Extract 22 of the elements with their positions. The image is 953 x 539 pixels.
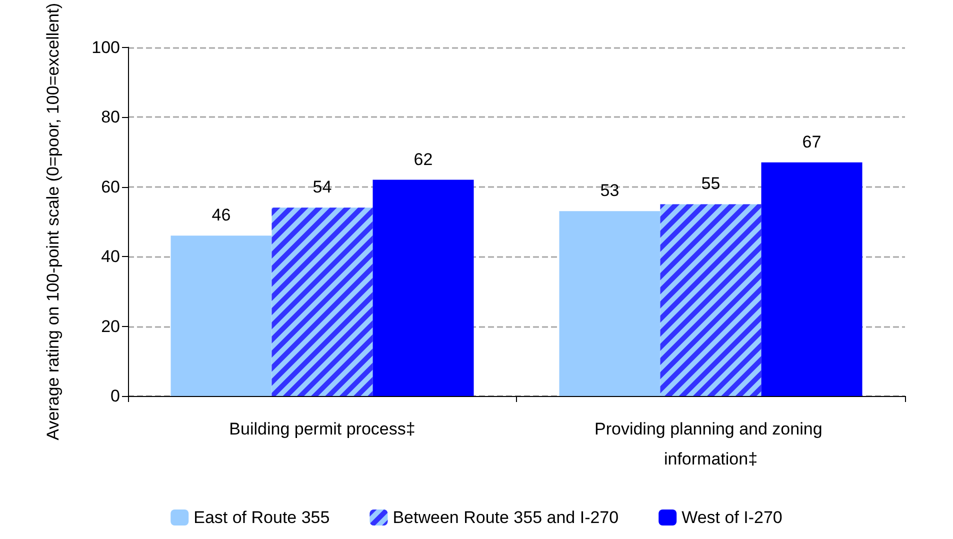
bar	[761, 162, 862, 396]
y-tick-label: 80	[101, 108, 120, 127]
y-axis-title: Average rating on 100-point scale (0=poor, 100=excellent)	[44, 2, 62, 440]
x-tick-label: Providing planning and zoning information‡	[594, 420, 828, 468]
bar	[170, 236, 272, 396]
legend-label: West of I-270	[682, 508, 782, 527]
data-label: 55	[701, 174, 720, 194]
legend-label: Between Route 355 and I-270	[392, 508, 619, 527]
y-tick-label: 0	[110, 386, 120, 406]
y-tick-label: 100	[92, 38, 120, 57]
legend-label: East of Route 355	[194, 508, 330, 527]
data-label: 54	[312, 178, 332, 197]
y-tick-label: 20	[101, 316, 120, 336]
data-label: 46	[212, 206, 231, 225]
y-tick-label: 40	[101, 247, 120, 266]
bar	[559, 211, 660, 396]
data-label: 53	[600, 181, 620, 200]
bar	[372, 180, 474, 396]
y-tick-label: 60	[101, 177, 120, 196]
data-label: 62	[414, 150, 433, 169]
data-label: 67	[802, 132, 822, 152]
x-tick-label: Building permit process‡	[229, 420, 416, 438]
